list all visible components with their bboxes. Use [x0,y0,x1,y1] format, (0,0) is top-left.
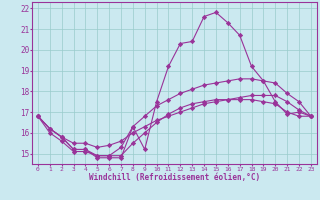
X-axis label: Windchill (Refroidissement éolien,°C): Windchill (Refroidissement éolien,°C) [89,173,260,182]
